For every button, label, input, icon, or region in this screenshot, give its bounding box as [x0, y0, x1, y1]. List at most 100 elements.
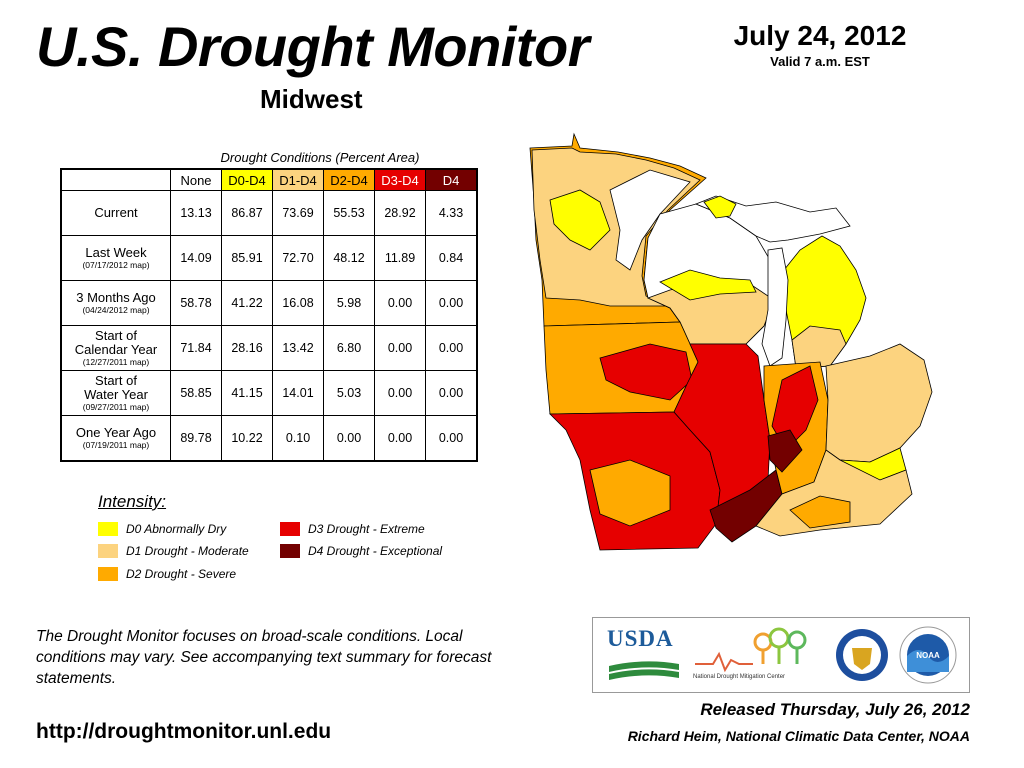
- table-cell: 0.00: [425, 325, 478, 371]
- author-credit: Richard Heim, National Climatic Data Cen…: [627, 728, 970, 744]
- row-sublabel: (07/19/2011 map): [82, 439, 150, 450]
- row-label-text: One Year Ago: [75, 424, 157, 440]
- legend-swatch: [280, 522, 300, 536]
- table-header-row: None D0-D4 D1-D4 D2-D4 D3-D4 D4: [61, 168, 478, 191]
- legend-item: D4 Drought - Exceptional: [280, 544, 442, 558]
- release-date: Released Thursday, July 26, 2012: [700, 700, 970, 719]
- table-cell: 0.00: [374, 325, 426, 371]
- legend-title: Intensity:: [98, 492, 167, 511]
- valid-time: Valid 7 a.m. EST: [770, 54, 870, 69]
- legend-swatch: [98, 567, 118, 581]
- col-header: D4: [425, 168, 478, 191]
- lake-michigan: [761, 247, 789, 367]
- table-caption: Drought Conditions (Percent Area): [220, 150, 420, 165]
- ohio-region: [825, 343, 933, 463]
- row-label: One Year Ago (07/19/2011 map): [60, 415, 171, 462]
- table-row: Current 13.13 86.87 73.69 55.53 28.92 4.33: [60, 190, 478, 236]
- legend-swatch: [98, 544, 118, 558]
- table-cell: 13.13: [170, 190, 222, 236]
- table-cell: 55.53: [323, 190, 375, 236]
- legend-swatch: [280, 544, 300, 558]
- col-header: D1-D4: [272, 168, 324, 191]
- col-header: None: [170, 168, 222, 191]
- table-cell: 73.69: [272, 190, 324, 236]
- table-cell: 0.10: [272, 415, 324, 462]
- usda-logo-text: USDA: [607, 626, 674, 651]
- table-cell: 0.84: [425, 235, 478, 281]
- row-label: Start of Calendar Year (12/27/2011 map): [60, 325, 171, 371]
- row-label-text: Water Year: [84, 386, 148, 402]
- row-label-text: Start of: [95, 327, 137, 343]
- noaa-logo-icon: NOAA: [899, 626, 957, 684]
- table-cell: 0.00: [374, 280, 426, 326]
- table-cell: 71.84: [170, 325, 222, 371]
- row-label-text: Start of: [95, 372, 137, 388]
- table-cell: 0.00: [323, 415, 375, 462]
- table-cell: 14.09: [170, 235, 222, 281]
- commerce-seal-icon: [836, 629, 888, 681]
- svg-text:NOAA: NOAA: [916, 651, 940, 660]
- table-cell: 48.12: [323, 235, 375, 281]
- minnesota-none: [609, 169, 691, 271]
- table-row: Start of Calendar Year (12/27/2011 map) 71.…: [60, 325, 478, 371]
- drought-conditions-table: None D0-D4 D1-D4 D2-D4 D3-D4 D4 Current 1…: [60, 168, 478, 462]
- table-cell: 58.78: [170, 280, 222, 326]
- table-cell: 0.00: [425, 280, 478, 326]
- legend-item: D0 Abnormally Dry: [98, 522, 226, 536]
- region-subtitle: Midwest: [260, 84, 363, 114]
- map-date: July 24, 2012: [733, 20, 907, 51]
- page-title: U.S. Drought Monitor: [36, 15, 590, 78]
- row-label-text: Current: [94, 205, 138, 220]
- table-cell: 13.42: [272, 325, 324, 371]
- table-cell: 4.33: [425, 190, 478, 236]
- website-link[interactable]: http://droughtmonitor.unl.edu: [36, 720, 332, 743]
- wisconsin-south-d0: [659, 269, 757, 301]
- row-sublabel: (04/24/2012 map): [82, 304, 150, 315]
- table-cell: 11.89: [374, 235, 426, 281]
- row-label-text: 3 Months Ago: [76, 289, 156, 305]
- table-cell: 0.00: [374, 370, 426, 416]
- agency-logos-panel: USDA National Drought Mitigation Center: [592, 617, 970, 693]
- table-cell: 89.78: [170, 415, 222, 462]
- table-cell: 72.70: [272, 235, 324, 281]
- table-row: 3 Months Ago (04/24/2012 map) 58.78 41.22 16…: [60, 280, 478, 326]
- usda-swoosh-icon: [609, 661, 679, 680]
- table-cell: 5.98: [323, 280, 375, 326]
- legend-swatch: [98, 522, 118, 536]
- row-label: Current: [60, 190, 171, 236]
- table-cell: 58.85: [170, 370, 222, 416]
- missouri-d2: [589, 459, 671, 527]
- ndmc-logo[interactable]: National Drought Mitigation Center: [693, 624, 829, 686]
- indiana-d4: [767, 429, 803, 473]
- table-cell: 0.00: [425, 370, 478, 416]
- usda-logo[interactable]: USDA: [607, 626, 679, 684]
- iowa-d3: [599, 343, 693, 401]
- table-cell: 0.00: [425, 415, 478, 462]
- row-label-text: Last Week: [85, 244, 147, 260]
- legend-item: D2 Drought - Severe: [98, 567, 236, 581]
- col-header: D3-D4: [374, 168, 426, 191]
- ndmc-logo-text: National Drought Mitigation Center: [693, 674, 786, 680]
- table-cell: 28.92: [374, 190, 426, 236]
- table-cell: 86.87: [221, 190, 273, 236]
- legend-label: D1 Drought - Moderate: [126, 544, 249, 558]
- table-cell: 41.22: [221, 280, 273, 326]
- upper-peninsula-d0: [703, 195, 737, 219]
- commerce-seal[interactable]: [835, 628, 889, 687]
- table-corner: [61, 169, 171, 191]
- table-cell: 28.16: [221, 325, 273, 371]
- table-cell: 0.00: [374, 415, 426, 462]
- noaa-logo[interactable]: NOAA: [899, 626, 957, 689]
- indiana-d3: [771, 365, 819, 451]
- kentucky-d2: [789, 495, 851, 529]
- legend-label: D0 Abnormally Dry: [126, 522, 227, 536]
- table-cell: 16.08: [272, 280, 324, 326]
- legend-label: D4 Drought - Exceptional: [308, 544, 443, 558]
- table-cell: 41.15: [221, 370, 273, 416]
- row-label: 3 Months Ago (04/24/2012 map): [60, 280, 171, 326]
- minnesota-d0: [549, 189, 611, 251]
- table-cell: 5.03: [323, 370, 375, 416]
- disclaimer-note: The Drought Monitor focuses on broad-sca…: [36, 628, 492, 687]
- table-cell: 14.01: [272, 370, 324, 416]
- row-label: Last Week (07/17/2012 map): [60, 235, 171, 281]
